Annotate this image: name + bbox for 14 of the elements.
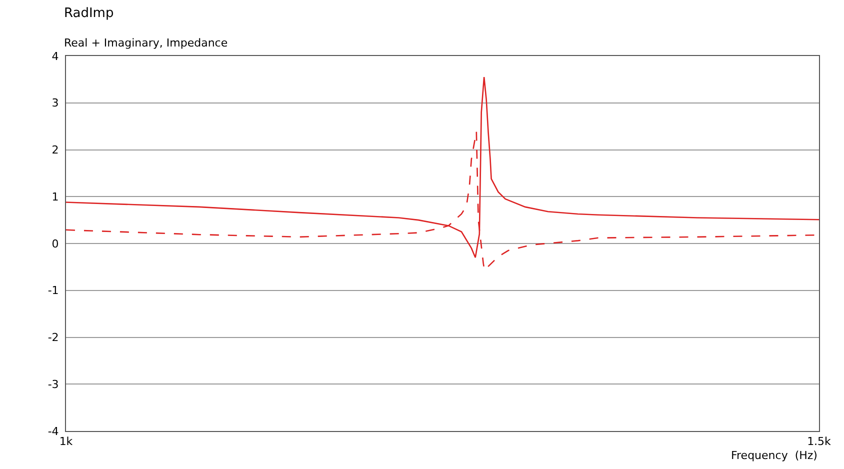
chart-subtitle: Real + Imaginary, Impedance <box>64 36 228 50</box>
y-tick-label: -2 <box>48 331 59 344</box>
y-tick-label: 3 <box>52 96 59 110</box>
y-tick-label: -3 <box>48 378 59 391</box>
x-tick-label: 1.5k <box>807 435 832 448</box>
y-tick-label: 0 <box>52 237 59 250</box>
x-axis-title: Frequency (Hz) <box>731 449 818 462</box>
y-tick-label: -1 <box>48 284 59 298</box>
y-tick-label: -4 <box>48 424 59 438</box>
chart-title: RadImp <box>64 6 114 22</box>
y-tick-label: 2 <box>52 144 59 157</box>
x-tick-label: 1k <box>59 435 74 448</box>
y-tick-label: 4 <box>52 50 59 63</box>
y-tick-label: 1 <box>52 190 59 204</box>
